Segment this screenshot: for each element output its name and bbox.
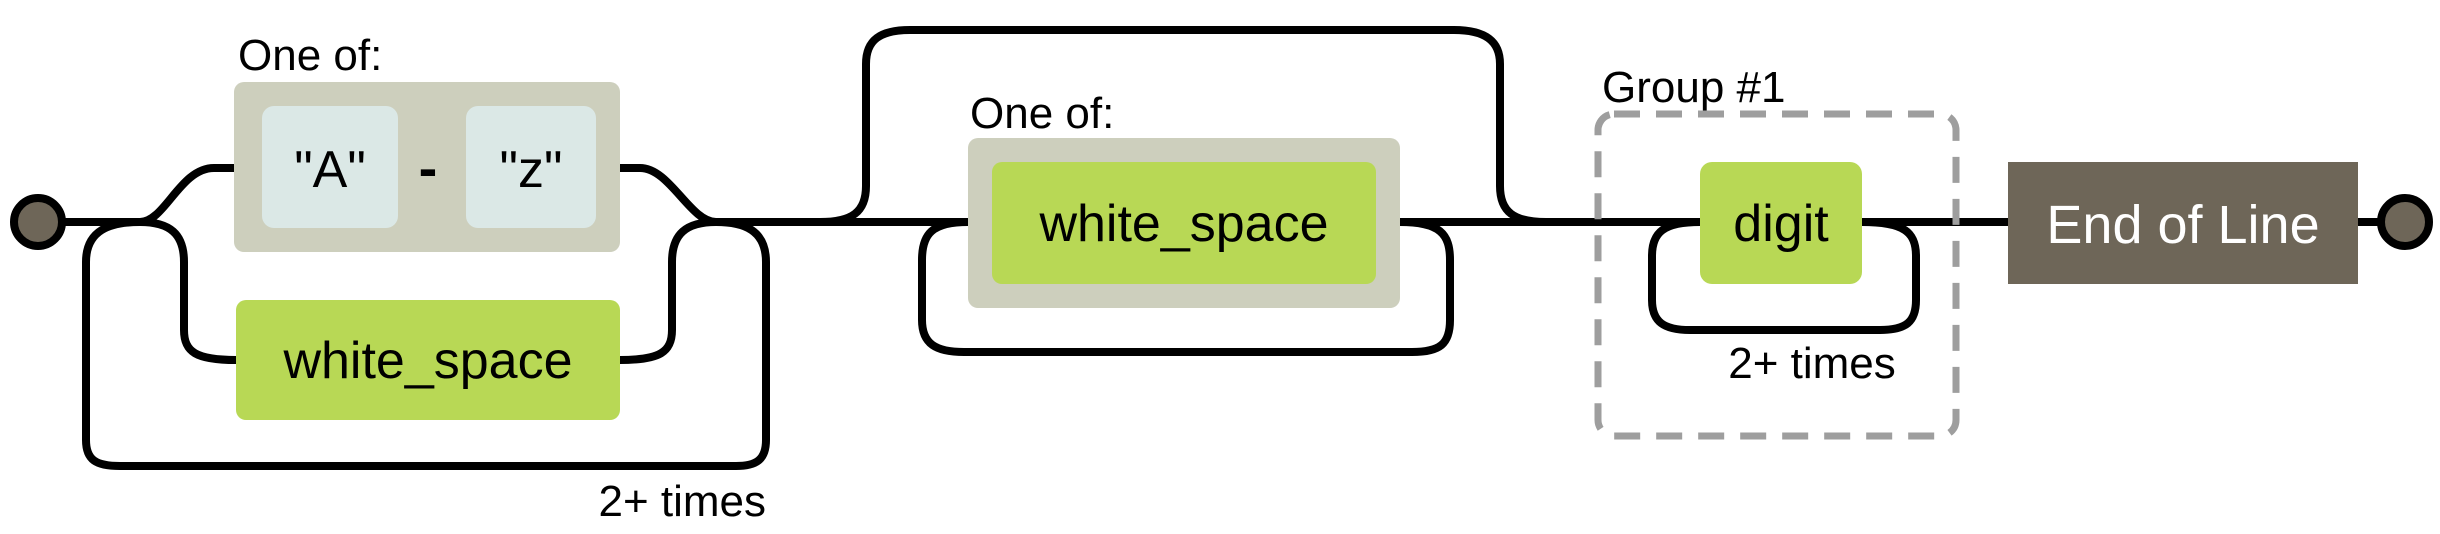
group1-upper-branch-out [616,164,720,226]
range-to-label: "z" [500,141,563,199]
group1-lower-branch-in [136,218,240,364]
group2-choice: One of: white_space [968,89,1400,308]
group1-repeat-loop [82,218,770,470]
group2-white-space-label: white_space [1038,195,1328,253]
end-of-line: End of Line [2008,162,2358,284]
group3-capture: Group #1 digit 2+ times [1594,63,1960,440]
range-dash: - [419,136,438,199]
digit-box[interactable] [1700,162,1862,284]
group3-caption: Group #1 [1602,63,1785,112]
end-node [2377,194,2433,250]
group2-caption: One of: [970,89,1114,138]
end-of-line-label: End of Line [2046,195,2319,255]
group1-caption: One of: [238,31,382,80]
digit-label: digit [1733,195,1829,253]
end-of-line-box[interactable] [2008,162,2358,284]
group2-white-space-box[interactable] [992,162,1376,284]
range-from-box[interactable] [262,106,398,228]
group2-bypass-loop [816,26,1550,226]
range-from-label: "A" [294,141,366,199]
group1-upper-branch-in [136,164,240,226]
group1-lower-branch-out [616,218,720,364]
range-to-box[interactable] [466,106,596,228]
group3-repeat-loop [1648,218,1920,334]
group1-choice: One of: "A" - "z" white_space 2+ times [234,31,766,526]
start-node [10,194,66,250]
group3-repeat-label: 2+ times [1728,339,1896,388]
group1-white-space-box[interactable] [236,300,620,420]
group1-repeat-label: 2+ times [598,477,766,526]
group1-white-space-label: white_space [282,332,572,390]
group2-repeat-loop [918,218,1454,356]
